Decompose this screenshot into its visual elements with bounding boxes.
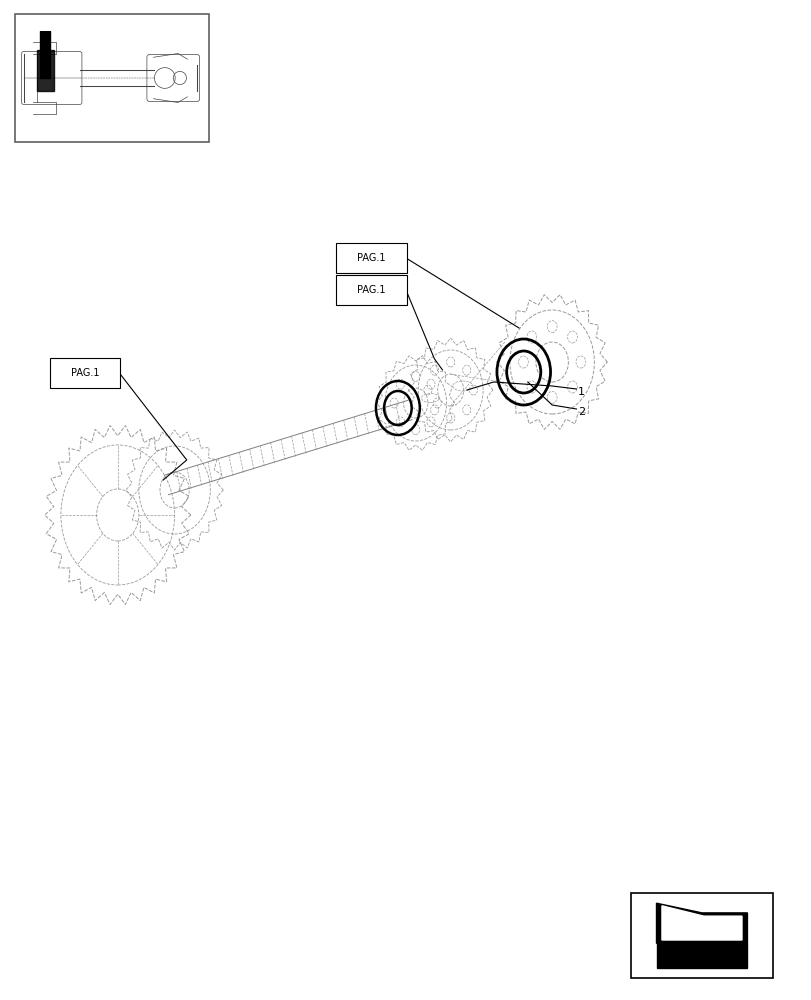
- Bar: [41, 31, 49, 78]
- Text: PAG.1: PAG.1: [71, 368, 99, 378]
- Text: 2: 2: [577, 407, 585, 417]
- Text: 1: 1: [577, 387, 585, 397]
- Polygon shape: [656, 943, 747, 968]
- FancyBboxPatch shape: [336, 275, 406, 305]
- FancyBboxPatch shape: [15, 14, 209, 142]
- Polygon shape: [661, 906, 741, 940]
- Text: PAG.1: PAG.1: [357, 285, 385, 295]
- Polygon shape: [656, 903, 747, 943]
- FancyBboxPatch shape: [336, 243, 406, 273]
- FancyBboxPatch shape: [630, 893, 772, 978]
- Bar: [36, 50, 54, 91]
- Text: PAG.1: PAG.1: [357, 253, 385, 263]
- FancyBboxPatch shape: [49, 358, 120, 388]
